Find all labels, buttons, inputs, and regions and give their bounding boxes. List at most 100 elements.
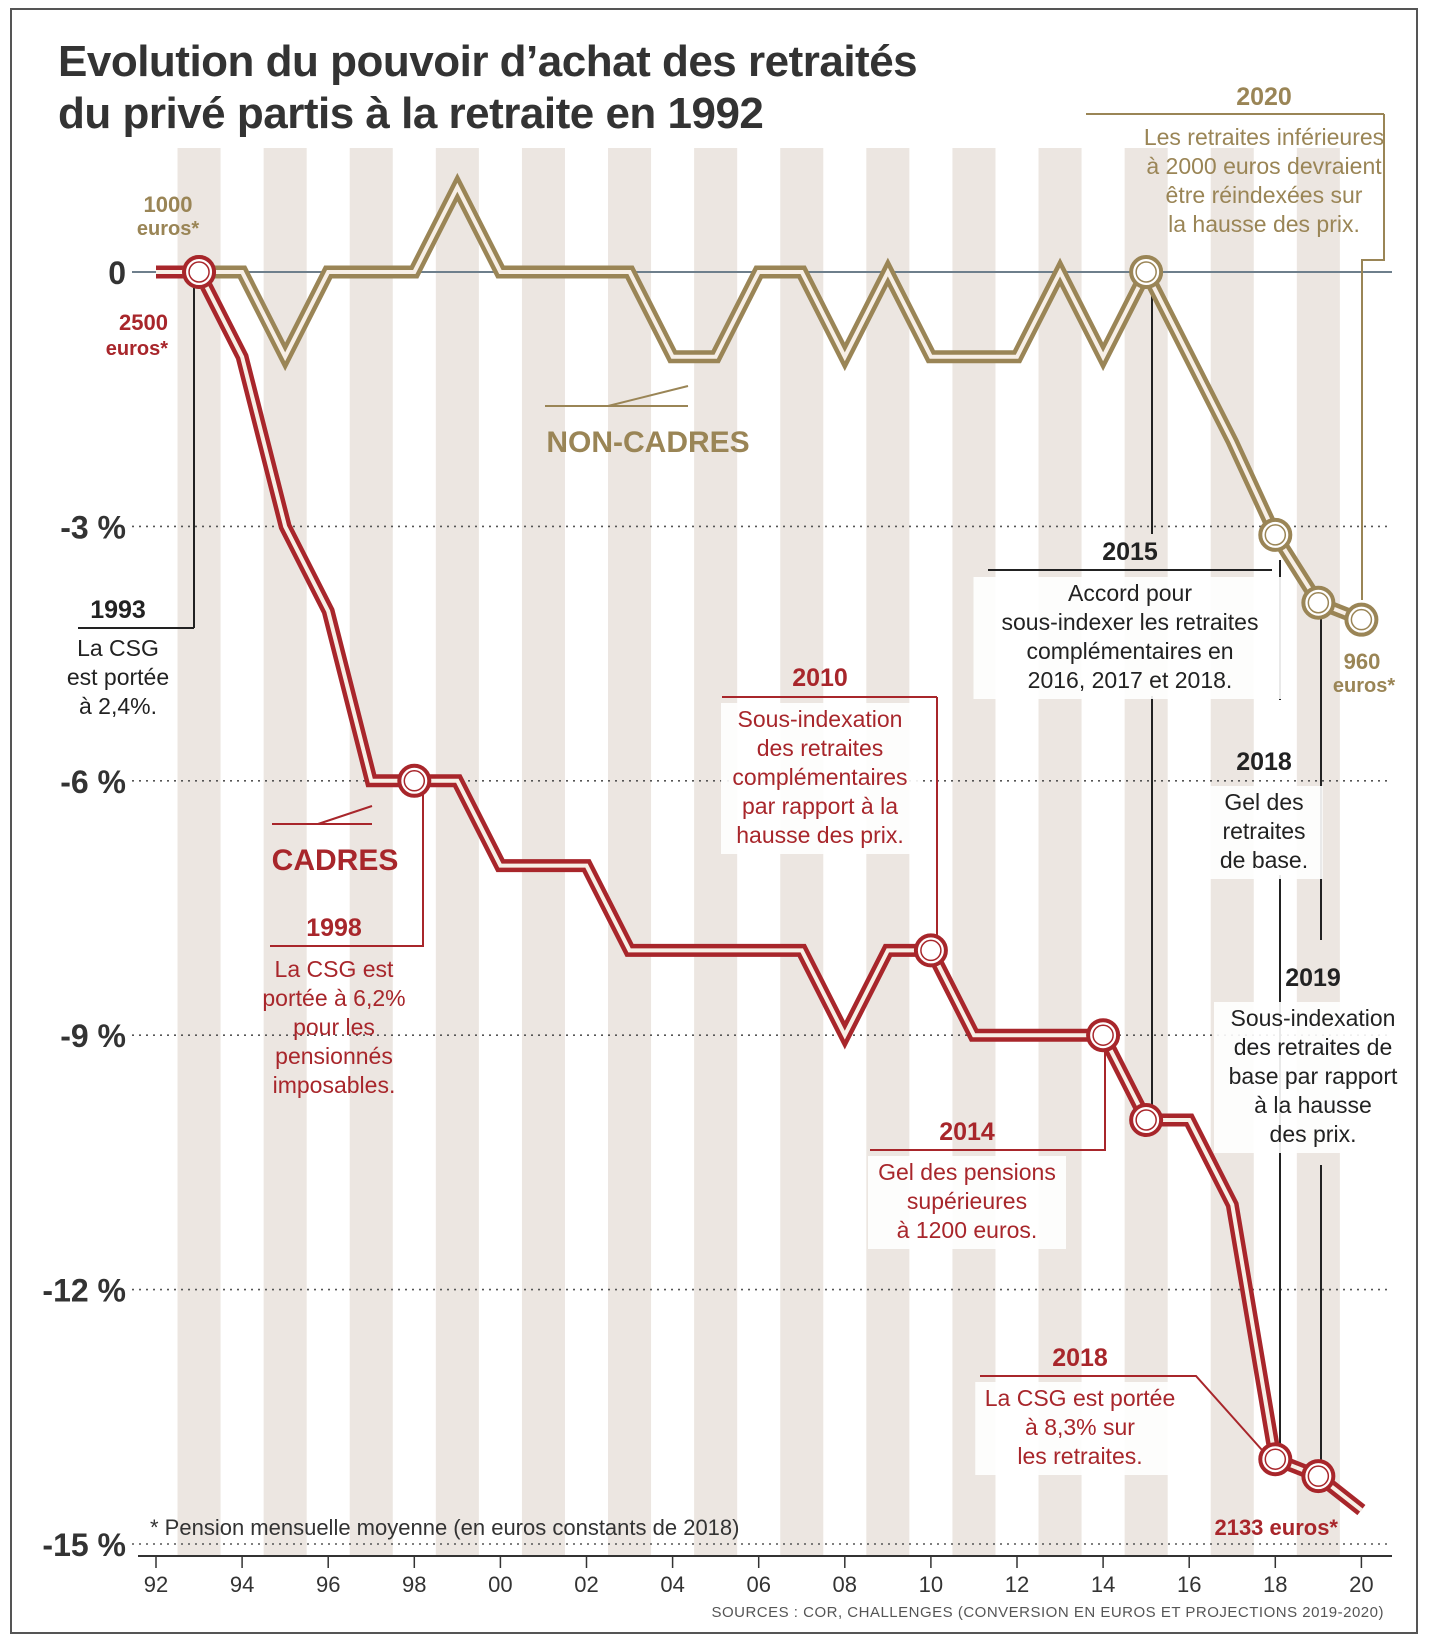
annotation-line: des prix.: [1270, 1121, 1357, 1147]
annotation-1993-1: 1993 La CSG est portée à 2,4%.: [67, 596, 194, 719]
y-axis-labels: 0 -3 % -6 % -9 % -12 % -15 %: [42, 255, 126, 1563]
figure-frame: [10, 8, 1418, 1634]
x-tick-label: 10: [919, 1572, 943, 1597]
c-start-unit: euros*: [106, 338, 168, 360]
stripe-2011: [952, 148, 996, 1556]
annotation-year: 2019: [1285, 964, 1341, 992]
cadres-marker-inner: [188, 261, 210, 283]
annotation-line: à la hausse: [1254, 1092, 1372, 1118]
nc-label-stroke: [607, 385, 689, 407]
cadres-marker-inner: [1264, 1448, 1287, 1470]
x-axis: 92 94 96 98 00 02 04 06 08 10 12 14 16 18 20: [138, 1555, 1392, 1597]
stripe-1997: [349, 148, 393, 1556]
chart-title: Evolution du pouvoir d’achat des retrait…: [58, 36, 918, 140]
grid-lines: [132, 271, 1392, 1545]
cadres-marker-inner: [403, 770, 426, 792]
annotation-line: imposables.: [273, 1072, 396, 1098]
nc-end-unit: euros*: [1333, 675, 1395, 697]
nc-start-unit: euros*: [137, 218, 199, 240]
leader-2020: [1361, 114, 1385, 600]
annotation-line: hausse des prix.: [736, 822, 903, 848]
annotation-line: La CSG: [77, 635, 159, 661]
x-tick-label: 06: [746, 1572, 770, 1597]
annotation-2020-0: 2020 Les retraites inférieures à 2000 euro…: [1086, 83, 1384, 237]
annotation-line: à 1200 euros.: [897, 1217, 1038, 1243]
annotation-year: 1998: [306, 914, 362, 942]
y-tick-label: -12 %: [42, 1273, 126, 1309]
annotation-year: 2020: [1236, 83, 1292, 111]
annotation-line: complémentaires en: [1026, 638, 1233, 664]
annotation-line: des retraites: [757, 735, 884, 761]
annotation-year: 1993: [90, 596, 146, 624]
annotation-2019-6: 2019 Sous-indexation des retraites de base …: [1214, 964, 1412, 1153]
annotation-year: 2018: [1236, 748, 1292, 776]
annotation-line: Les retraites inférieures: [1144, 124, 1384, 150]
annotation-line: complémentaires: [732, 764, 907, 790]
annotation-line: Sous-indexation: [738, 706, 903, 732]
annotation-line: de base.: [1220, 847, 1308, 873]
y-tick-label: -15 %: [42, 1527, 126, 1563]
annotation-line: La CSG est: [275, 956, 394, 982]
annotation-line: supérieures: [907, 1188, 1027, 1214]
annotation-line: retraites: [1222, 818, 1305, 844]
annotation-line: à 2,4%.: [79, 693, 157, 719]
annotation-line: sous-indexer les retraites: [1002, 609, 1259, 635]
non-cadres-marker-inner: [1264, 524, 1287, 546]
annotation-line: 2016, 2017 et 2018.: [1028, 667, 1233, 693]
x-tick-label: 94: [230, 1572, 254, 1597]
nc-start-value: 1000: [144, 192, 193, 217]
annotation-year: 2018: [1052, 1344, 1108, 1372]
stripe-2015: [1124, 148, 1168, 1556]
annotation-line: Gel des pensions: [878, 1159, 1056, 1185]
x-tick-label: 02: [574, 1572, 598, 1597]
annotation-line: est portée: [67, 664, 169, 690]
y-tick-label: -3 %: [60, 509, 126, 545]
stripe-2013: [1038, 148, 1082, 1556]
cadres-line: [156, 265, 1366, 1516]
x-tick-label: 92: [144, 1572, 168, 1597]
annotation-line: Sous-indexation: [1231, 1005, 1396, 1031]
y-tick-label: -9 %: [60, 1018, 126, 1054]
title-line-2: du privé partis à la retraite en 1992: [58, 89, 764, 138]
annotation-bg: [721, 703, 919, 854]
stripe-1999: [435, 148, 479, 1556]
annotation-line: La CSG est portée: [985, 1385, 1176, 1411]
x-tick-label: 16: [1177, 1572, 1201, 1597]
annotation-2010-3: 2010 Sous-indexation des retraites compléme…: [721, 664, 937, 854]
x-tick-label: 98: [402, 1572, 426, 1597]
cadres-marker-inner: [920, 939, 942, 962]
x-tick-label: 20: [1349, 1572, 1373, 1597]
annotation-2018-4: 2018 Gel des retraites de base.: [1205, 748, 1323, 879]
annotation-bg: [973, 577, 1287, 699]
annotation-2015-2: 2015 Accord pour sous-indexer les retraite…: [973, 538, 1287, 699]
annotation-bg: [1214, 1002, 1412, 1153]
annotation-line: à 2000 euros devraient: [1146, 153, 1382, 179]
annotation-1998-5: 1998 La CSG est portée à 6,2% pour les pensi…: [262, 914, 423, 1098]
annotation-line: base par rapport: [1229, 1063, 1398, 1089]
sources: SOURCES : COR, CHALLENGES (CONVERSION EN…: [711, 1604, 1384, 1621]
footnote: * Pension mensuelle moyenne (en euros co…: [150, 1515, 739, 1540]
nc-end-value: 960: [1344, 649, 1381, 674]
title-line-1: Evolution du pouvoir d’achat des retrait…: [58, 37, 918, 86]
annotation-line: pour les: [293, 1014, 375, 1040]
annotation-line: des retraites de: [1234, 1034, 1393, 1060]
non-cadres-marker-inner: [1350, 608, 1373, 631]
annotation-line: pensionnés: [275, 1043, 393, 1069]
y-tick-label: 0: [108, 255, 126, 291]
non-cadres-marker-inner: [1307, 591, 1330, 614]
c-end-label: 2133 euros*: [1214, 1515, 1338, 1540]
x-tick-label: 08: [833, 1572, 857, 1597]
x-tick-label: 04: [660, 1572, 684, 1597]
cadres-marker-inner: [1092, 1024, 1114, 1046]
annotation-bg: [1205, 786, 1323, 879]
x-tick-label: 18: [1263, 1572, 1287, 1597]
c-start-value: 2500: [119, 310, 168, 335]
stripe-1993: [177, 148, 221, 1556]
stripe-2003: [608, 148, 652, 1556]
annotation-line: Gel des: [1224, 789, 1303, 815]
annotation-2014-7: 2014 Gel des pensions supérieures à 1200 eu…: [868, 1118, 1105, 1249]
annotation-line: les retraites.: [1017, 1443, 1142, 1469]
series-markers: [182, 255, 1379, 1494]
